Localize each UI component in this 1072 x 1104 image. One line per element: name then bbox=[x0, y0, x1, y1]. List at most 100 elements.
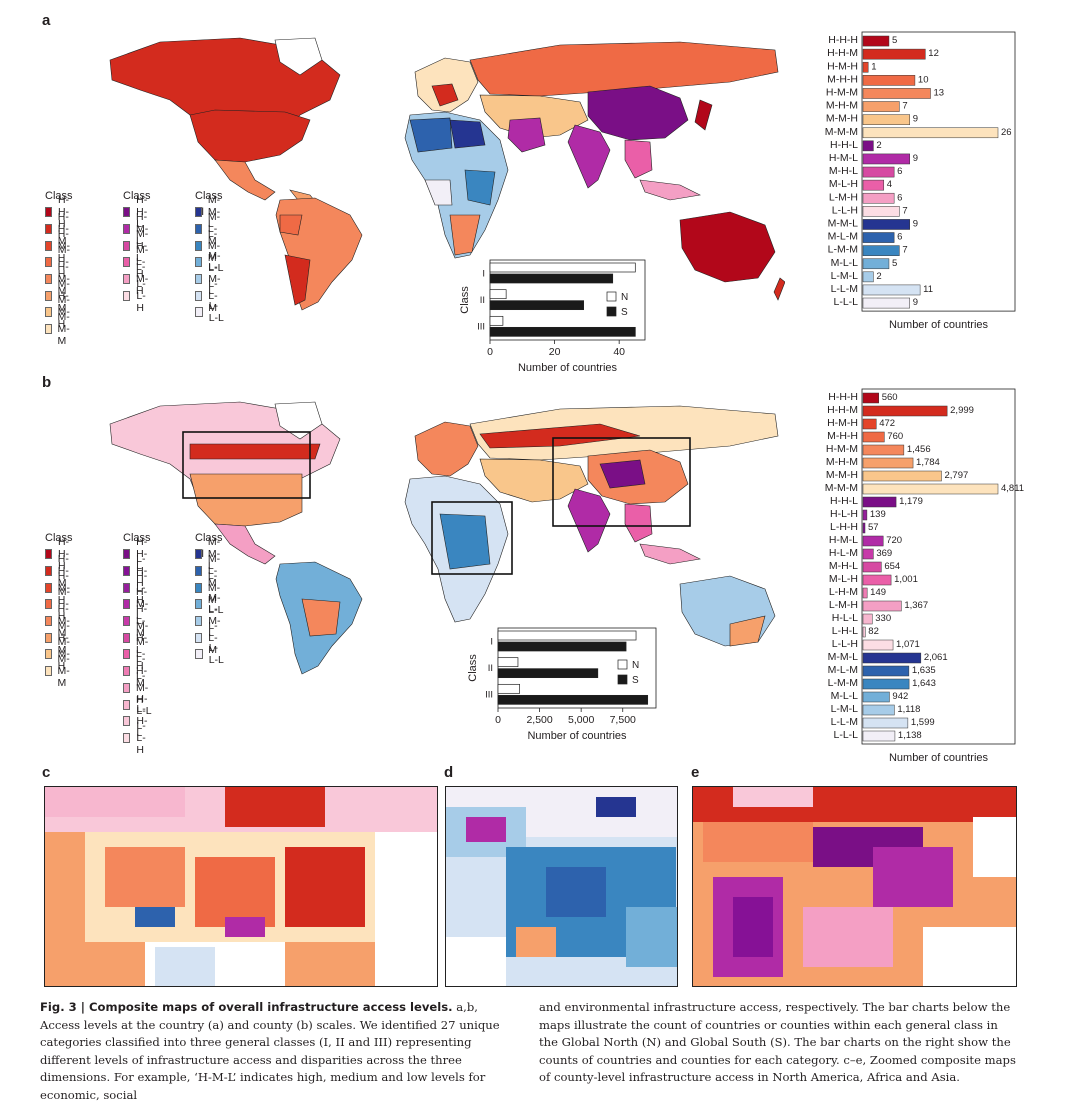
legend-swatch bbox=[123, 732, 131, 743]
data-label: 9 bbox=[913, 153, 918, 164]
class-tick-label: II bbox=[488, 663, 493, 674]
legend-item: L-M-M bbox=[195, 228, 224, 264]
data-label: 1,179 bbox=[899, 496, 923, 507]
legend-label: L-M-M bbox=[207, 227, 221, 264]
legend-label: M-M-M bbox=[57, 311, 70, 348]
map-mexico bbox=[214, 159, 276, 201]
legend-label: L-L-L bbox=[208, 300, 224, 325]
legend-label: H-M-H bbox=[57, 227, 71, 264]
legend-swatch bbox=[123, 207, 131, 218]
tick-label: M-L-L bbox=[831, 257, 859, 269]
legend-item: L-L-M bbox=[195, 620, 224, 656]
panel-label-a: a bbox=[42, 12, 51, 29]
bar bbox=[862, 639, 894, 651]
x-axis-label: Number of countries bbox=[889, 319, 989, 328]
legend-label: L-H-L bbox=[136, 703, 148, 740]
class-tick-label: I bbox=[490, 636, 493, 647]
tick-label: L-H-H bbox=[830, 521, 858, 533]
bar bbox=[862, 297, 910, 309]
tick-label: M-M-L bbox=[828, 218, 858, 230]
bar bbox=[862, 206, 900, 217]
bar bbox=[862, 245, 900, 256]
legend-label: M-L-H bbox=[136, 244, 149, 281]
legend-swatch bbox=[123, 224, 131, 235]
tick-label: M-L-H bbox=[829, 573, 858, 585]
tick-label: M-L-M bbox=[828, 664, 858, 676]
legend-label: H-H-L bbox=[136, 536, 148, 573]
data-label: 7 bbox=[902, 205, 907, 216]
category-bar-chart-b: H-H-H 560 H-H-M 2,999 H-M-H 472 M-H-H 760 H-M-M 1… bbox=[825, 388, 1024, 764]
legend-swatch bbox=[45, 599, 52, 610]
legend-swatch bbox=[45, 257, 52, 268]
tick-label: L-L-H bbox=[832, 204, 858, 216]
legend-item: H-M-H bbox=[45, 228, 74, 264]
legend-swatch bbox=[195, 307, 203, 318]
tick-label: L-M-H bbox=[829, 191, 858, 203]
bar bbox=[862, 457, 914, 469]
legend-label: H-M-H bbox=[57, 569, 71, 606]
legend-swatch bbox=[45, 290, 52, 301]
legend-label: M-H-M bbox=[57, 619, 70, 656]
legend-item: M-M-L bbox=[195, 194, 224, 230]
bar-north bbox=[489, 315, 504, 326]
tick-label: L-M-M bbox=[828, 244, 858, 256]
legend-label: M-H-M bbox=[57, 277, 70, 314]
bar bbox=[862, 678, 910, 690]
bar bbox=[862, 61, 869, 73]
legend-label: L-M-H bbox=[136, 261, 149, 298]
world-map-county-level bbox=[109, 401, 779, 675]
bar-north bbox=[489, 289, 507, 300]
tick-label: H-H-L bbox=[830, 139, 858, 151]
data-label: 2,061 bbox=[924, 652, 948, 663]
bar bbox=[862, 258, 890, 270]
x-tick-label: 20 bbox=[549, 346, 561, 358]
legend-label: H-H-H bbox=[57, 536, 70, 573]
plot-frame bbox=[489, 259, 646, 341]
tick-label: L-H-L bbox=[832, 625, 858, 637]
map-usa bbox=[189, 109, 311, 163]
legend-label: M-L-M bbox=[207, 553, 221, 590]
bar bbox=[862, 271, 874, 283]
legend-item: M-H-L bbox=[123, 620, 152, 656]
bar-north bbox=[497, 657, 519, 668]
bar bbox=[862, 535, 884, 547]
legend-item: L-L-L bbox=[195, 642, 224, 666]
bar bbox=[862, 509, 868, 521]
legend-swatch bbox=[123, 257, 131, 268]
legend-item: H-L-M bbox=[123, 603, 152, 639]
category-bar-chart-a: H-H-H 5 H-H-M 12 H-M-H 1 M-H-H 10 H-M-M 13 M-H-M 7 M… bbox=[825, 31, 1016, 328]
legend-item: L-M-M bbox=[195, 570, 224, 606]
legend-item: H-H-H bbox=[45, 194, 74, 230]
tick-label: H-L-M bbox=[829, 547, 858, 559]
legend-label: M-H-L bbox=[136, 227, 149, 264]
legend-item: M-H-M bbox=[45, 620, 74, 656]
tick-label: L-L-L bbox=[833, 296, 858, 308]
bar bbox=[862, 219, 910, 230]
legend-swatch bbox=[45, 616, 52, 627]
zoom-map-africa bbox=[445, 786, 678, 987]
legend-label: L-H-H bbox=[136, 553, 148, 590]
legend-label: H-M-L bbox=[136, 211, 149, 248]
bar bbox=[862, 496, 897, 508]
legend-item: L-H-H bbox=[123, 553, 152, 589]
bar bbox=[862, 665, 910, 677]
legend-swatch bbox=[45, 274, 52, 285]
tick-label: H-L-H bbox=[830, 508, 858, 520]
y-axis-label: Class bbox=[459, 286, 471, 314]
bar bbox=[862, 166, 895, 178]
legend-item: M-M-H bbox=[45, 636, 74, 672]
legend-swatch bbox=[617, 659, 628, 670]
legend-swatch bbox=[45, 240, 52, 251]
x-axis-label: Number of countries bbox=[889, 752, 989, 764]
legend-label: H-M-M bbox=[57, 603, 70, 640]
legend-label: M-H-H bbox=[57, 244, 71, 281]
legend-swatch bbox=[45, 307, 52, 318]
bar bbox=[862, 717, 909, 729]
legend-item: M-L-M bbox=[195, 553, 224, 589]
zoom-map-north-america bbox=[44, 786, 438, 987]
tick-label: L-L-M bbox=[831, 716, 858, 728]
bar bbox=[862, 114, 910, 125]
legend-item: H-L-L bbox=[123, 693, 152, 717]
data-label: 1,635 bbox=[912, 665, 936, 676]
legend-label: M-L-H bbox=[136, 636, 149, 673]
